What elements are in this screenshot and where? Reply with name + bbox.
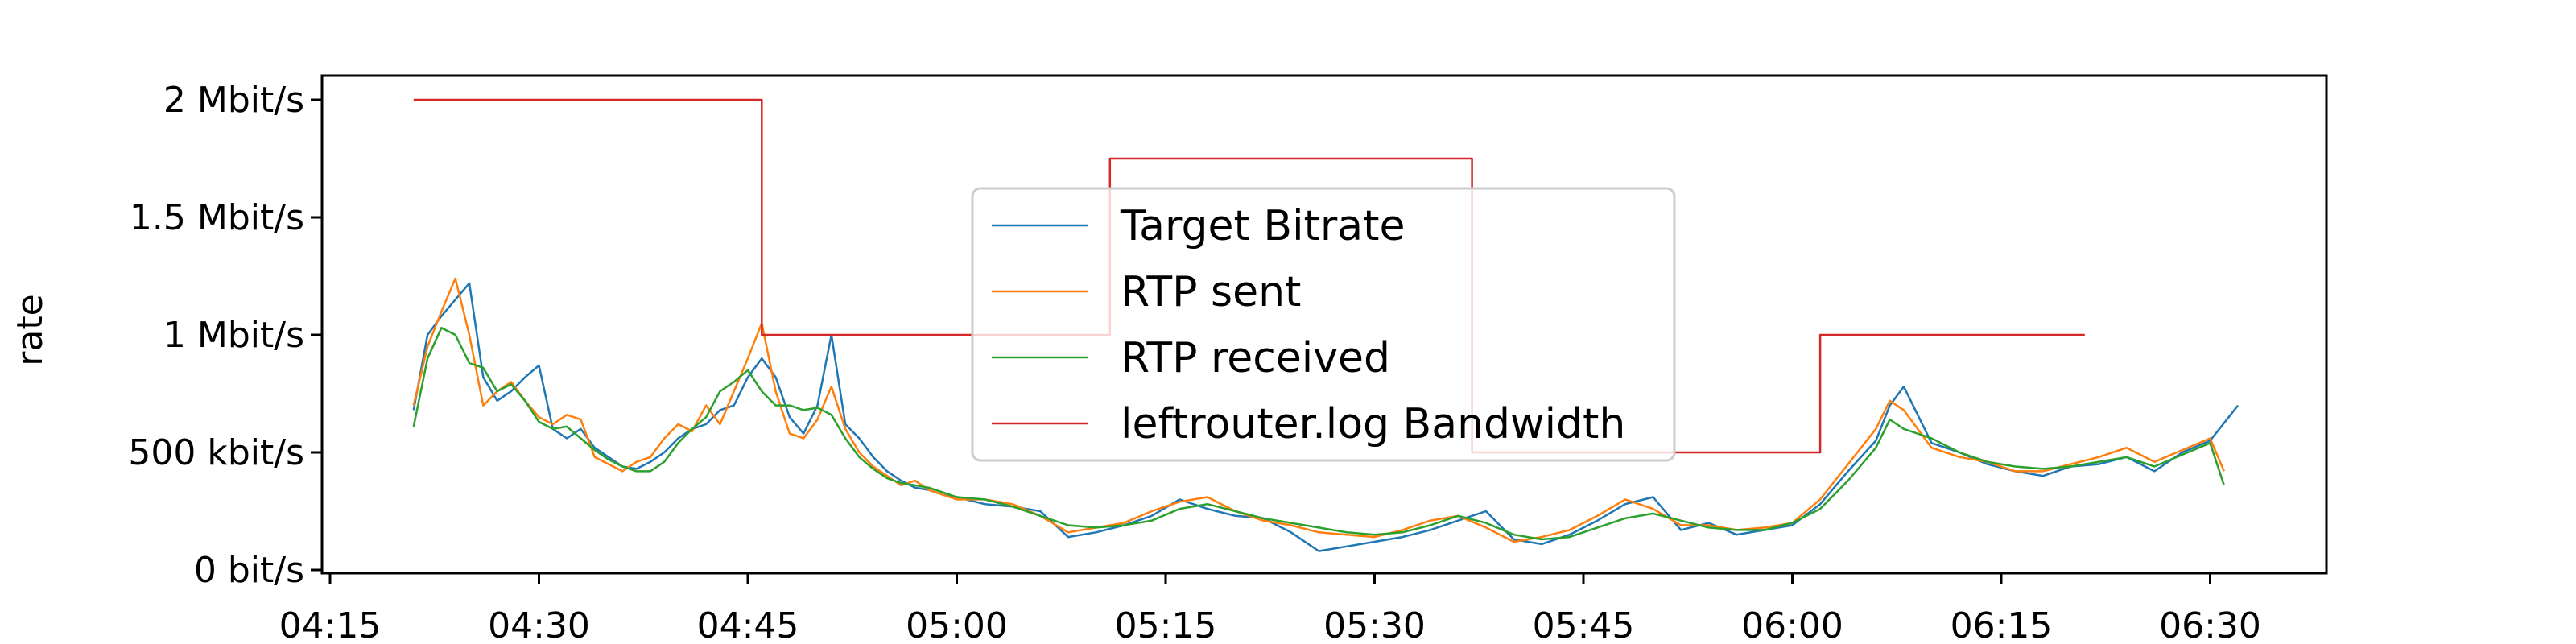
plot-frame (320, 74, 2328, 575)
legend-label: RTP sent (1121, 268, 1301, 316)
x-tick-label: 05:00 (906, 605, 1008, 644)
x-tick-label: 05:30 (1323, 605, 1426, 644)
x-tick-label: 04:15 (279, 605, 382, 644)
legend-box (971, 187, 1676, 462)
x-tick-label: 05:15 (1115, 605, 1217, 644)
y-axis-label: rate (10, 294, 51, 365)
y-tick-label: 2 Mbit/s (163, 80, 304, 121)
series-line-rtp-received (412, 326, 2225, 541)
x-tick-label: 05:45 (1533, 605, 1635, 644)
x-tick-label: 06:30 (2159, 605, 2261, 644)
y-axis: 0 bit/s 500 kbit/s 1 Mbit/s 1.5 Mbit/s 2 Mbi… (128, 80, 322, 591)
y-tick-label: 500 kbit/s (128, 432, 304, 473)
series-layer (412, 98, 2240, 552)
y-tick-label: 1.5 Mbit/s (130, 197, 304, 238)
series-line-rtp-sent (412, 277, 2225, 543)
legend: Target Bitrate RTP sent RTP received leftro… (971, 187, 1676, 462)
x-tick-label: 06:00 (1741, 605, 1843, 644)
legend-label: leftrouter.log Bandwidth (1121, 400, 1625, 448)
y-tick-label: 0 bit/s (194, 550, 304, 591)
x-tick-label: 06:15 (1951, 605, 2053, 644)
legend-label: RTP received (1121, 334, 1390, 382)
x-tick-label: 04:45 (697, 605, 799, 644)
series-line-leftrouter-log-bandwidth (413, 98, 2085, 454)
x-tick-label: 04:30 (488, 605, 590, 644)
x-axis: 04:15 04:30 04:45 05:00 05:15 05:30 05:45 06:00… (279, 573, 2261, 644)
y-tick-label: 1 Mbit/s (163, 315, 304, 356)
legend-label: Target Bitrate (1120, 202, 1406, 250)
series-line-target-bitrate (412, 282, 2240, 552)
